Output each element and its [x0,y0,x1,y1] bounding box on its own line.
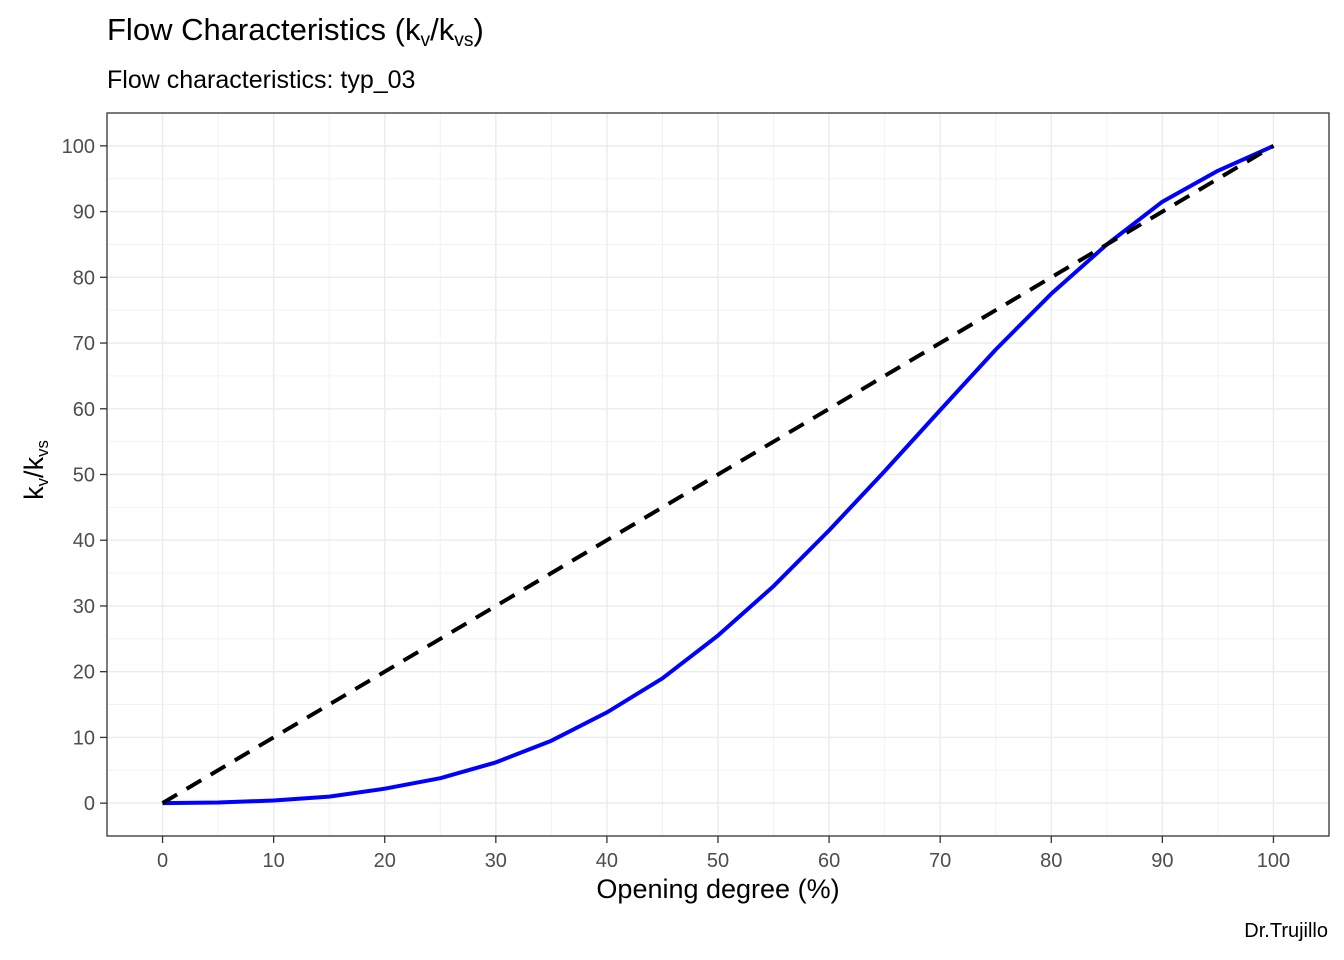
x-tick-label: 50 [707,850,729,872]
x-tick-label: 90 [1151,850,1173,872]
flow-characteristic-line [162,144,1275,806]
y-tick-label: 30 [73,596,95,618]
linear-reference-line [161,144,1275,805]
x-tick-label: 20 [374,850,396,872]
x-tick-label: 100 [1257,850,1290,872]
x-tick-label: 30 [485,850,507,872]
y-tick-label: 20 [73,662,95,684]
x-tick-label: 0 [157,850,168,872]
y-tick-label: 40 [73,530,95,552]
y-tick-label: 70 [73,333,95,355]
x-tick-label: 70 [929,850,951,872]
y-tick-label: 0 [84,793,95,815]
y-tick-label: 60 [73,399,95,421]
y-tick-label: 100 [62,136,95,158]
y-tick-label: 50 [73,465,95,487]
y-tick-label: 90 [73,202,95,224]
x-tick-label: 60 [818,850,840,872]
y-tick-label: 10 [73,727,95,749]
x-tick-label: 40 [596,850,618,872]
x-tick-label: 10 [263,850,285,872]
chart-title: Flow Characteristics (kv/kvs) [107,12,484,52]
y-tick-label: 80 [73,267,95,289]
chart-caption: Dr.Trujillo [1244,920,1328,942]
x-tick-label: 80 [1040,850,1062,872]
x-axis-label: Opening degree (%) [596,874,840,904]
y-axis-label: kv/kvs [18,440,53,500]
chart-subtitle: Flow characteristics: typ_03 [107,66,416,94]
